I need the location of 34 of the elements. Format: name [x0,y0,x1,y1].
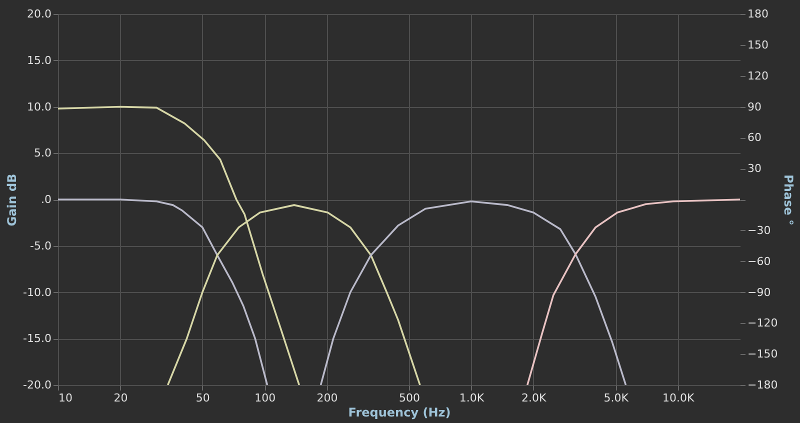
y2-tick-label: −60 [748,254,771,268]
y2-tick-label: 180 [748,8,768,20]
x-tick-label: 10 [58,392,72,404]
y2-tick-label: 60 [748,131,762,144]
x-tick-label: 50 [196,392,210,404]
y2-tick-label: −30 [748,224,771,237]
x-tick-label: 20 [114,392,128,404]
y-tick-label: -15.0 [23,332,52,346]
y2-axis-title: Phase ° [782,174,796,226]
y2-tick-label: −150 [748,348,778,361]
y-tick-label: -10.0 [23,286,52,299]
y2-tick-label: 90 [748,100,762,114]
y2-tick-label: 30 [748,162,762,176]
y2-tick-label: −120 [748,316,778,330]
y-tick-label: -20.0 [23,378,52,392]
y2-tick-label: 150 [748,38,768,52]
y2-tick-label: 120 [748,69,768,82]
x-tick-label: 10.0K [662,392,695,404]
y-tick-label: 15.0 [27,54,52,67]
y2-tick-label: −180 [748,378,778,392]
x-axis-title: Frequency (Hz) [348,406,451,420]
x-tick-label: 2.0K [522,392,548,404]
x-tick-label: 500 [399,392,420,404]
y2-tick-label: −90 [748,286,771,299]
x-tick-label: 200 [316,392,338,404]
y-tick-label: 10.0 [27,100,52,114]
x-tick-label: 100 [254,392,276,404]
x-tick-label: 5.0K [604,392,630,404]
y-tick-label: .0 [41,193,52,206]
x-tick-label: 1.0K [459,392,485,404]
y-tick-label: 20.0 [27,8,52,20]
y-tick-label: -5.0 [30,239,52,252]
y-tick-label: 5.0 [34,146,52,160]
y-axis-title: Gain dB [5,174,20,226]
